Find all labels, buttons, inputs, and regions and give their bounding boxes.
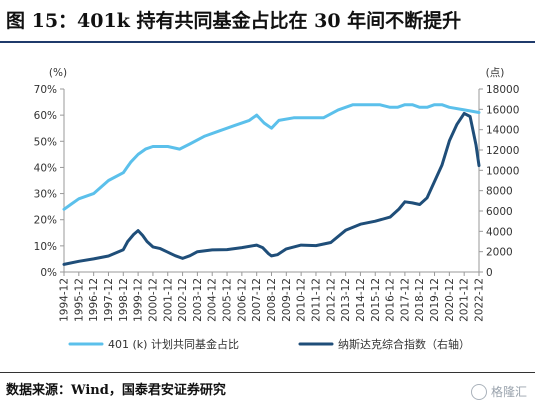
x-tick-label: 2011-12 <box>310 278 322 322</box>
x-tick-label: 2020-12 <box>444 278 456 322</box>
left-tick-label: 0% <box>40 267 57 279</box>
watermark-logo-icon <box>470 384 487 400</box>
x-tick-label: 2021-12 <box>459 278 471 322</box>
x-tick-label: 2016-12 <box>385 278 397 322</box>
x-tick-label: 2013-12 <box>340 278 352 322</box>
chart-axes: (%) (点) 0% 10% 20% 30% 40% 50% 60% 70% 0 2000 4000 60… <box>34 67 520 322</box>
x-tick-label: 2010-12 <box>296 278 308 322</box>
x-tick-label: 2001-12 <box>162 278 174 322</box>
x-tick-label: 2018-12 <box>414 278 426 322</box>
watermark-text: 格隆汇 <box>490 385 527 399</box>
chart-legend: 401 (k) 计划共同基金占比 纳斯达克综合指数（右轴） <box>68 337 470 351</box>
page-title: 图 15：401k 持有共同基金占比在 30 年间不断提升 <box>6 10 462 32</box>
x-tick-label: 1998-12 <box>118 278 130 322</box>
x-tick-label: 1997-12 <box>103 278 115 322</box>
right-axis-unit: (点) <box>486 67 505 79</box>
x-tick-label: 1995-12 <box>73 278 85 322</box>
x-tick-label: 2017-12 <box>399 278 411 322</box>
right-tick-label: 4000 <box>486 226 513 238</box>
chart-series <box>62 103 481 266</box>
right-tick-label: 18000 <box>486 84 519 96</box>
right-tick-label: 8000 <box>486 186 513 198</box>
right-tick-label: 16000 <box>486 104 519 116</box>
right-tick-label: 10000 <box>486 165 519 177</box>
x-tick-label: 2004-12 <box>207 278 219 322</box>
right-tick-label: 12000 <box>486 145 519 157</box>
series-line-2 <box>62 111 481 266</box>
legend-label-1: 401 (k) 计划共同基金占比 <box>108 337 239 351</box>
x-tick-label: 2022-12 <box>474 278 486 322</box>
x-tick-label: 2009-12 <box>281 278 293 322</box>
x-tick-label: 2015-12 <box>370 278 382 322</box>
footer-divider <box>0 372 535 373</box>
right-tick-label: 0 <box>486 267 493 279</box>
x-tick-label: 2014-12 <box>355 278 367 322</box>
x-tick-label: 1999-12 <box>133 278 145 322</box>
x-tick-label: 2019-12 <box>429 278 441 322</box>
left-tick-label: 10% <box>34 241 57 253</box>
left-axis-unit: (%) <box>49 67 67 79</box>
legend-label-2: 纳斯达克综合指数（右轴） <box>338 337 470 351</box>
x-tick-label: 2012-12 <box>325 278 337 322</box>
left-tick-label: 70% <box>34 84 57 96</box>
right-tick-label: 14000 <box>486 125 519 137</box>
x-tick-label: 2008-12 <box>266 278 278 322</box>
x-tick-label: 2000-12 <box>147 278 159 322</box>
left-tick-label: 40% <box>34 162 57 174</box>
x-tick-label: 2002-12 <box>177 278 189 322</box>
title-divider <box>0 41 535 43</box>
right-tick-label: 2000 <box>486 247 513 259</box>
x-tick-label: 1996-12 <box>88 278 100 322</box>
left-tick-label: 60% <box>34 110 57 122</box>
x-tick-label: 2005-12 <box>222 278 234 322</box>
line-chart: (%) (点) 0% 10% 20% 30% 40% 50% 60% 70% 0 2000 4000 60… <box>34 67 520 351</box>
left-tick-label: 50% <box>34 136 57 148</box>
x-tick-label: 1994-12 <box>59 278 71 322</box>
source-note: 数据来源：Wind，国泰君安证券研究 <box>6 383 226 398</box>
x-tick-label: 2007-12 <box>251 278 263 322</box>
series-line-1 <box>62 103 481 211</box>
watermark: 格隆汇 <box>470 381 527 403</box>
left-tick-label: 30% <box>34 189 57 201</box>
x-tick-label: 2003-12 <box>192 278 204 322</box>
right-tick-label: 6000 <box>486 206 513 218</box>
x-tick-label: 2006-12 <box>236 278 248 322</box>
left-tick-label: 20% <box>34 215 57 227</box>
